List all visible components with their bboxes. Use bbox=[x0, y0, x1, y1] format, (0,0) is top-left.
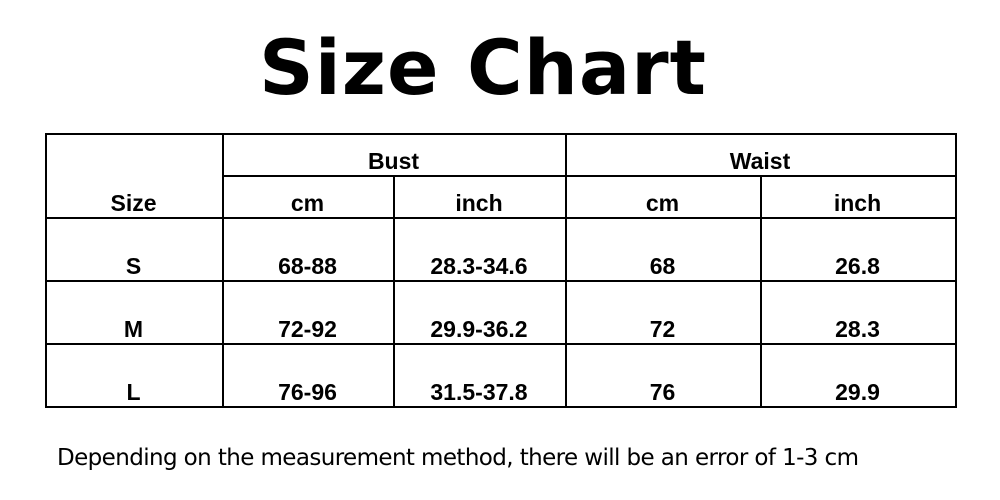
measurement-note: Depending on the measurement method, the… bbox=[57, 445, 859, 471]
header-size: Size bbox=[110, 190, 157, 216]
cell-bust-cm: 68-88 bbox=[278, 253, 337, 279]
row-divider bbox=[45, 280, 956, 282]
header-bust: Bust bbox=[367, 148, 420, 174]
col-divider bbox=[393, 175, 395, 408]
row-divider bbox=[45, 217, 956, 219]
row-divider bbox=[45, 343, 956, 345]
col-divider bbox=[760, 175, 762, 408]
cell-bust-inch: 31.5-37.8 bbox=[430, 379, 528, 405]
col-divider bbox=[565, 133, 567, 408]
cell-waist-inch: 26.8 bbox=[835, 253, 880, 279]
cell-size: L bbox=[126, 379, 141, 405]
header-waist: Waist bbox=[729, 148, 791, 174]
cell-waist-cm: 72 bbox=[649, 316, 676, 342]
group-divider bbox=[222, 175, 956, 177]
cell-waist-inch: 28.3 bbox=[835, 316, 880, 342]
cell-waist-cm: 68 bbox=[649, 253, 676, 279]
cell-size: M bbox=[123, 316, 144, 342]
table-border-left bbox=[45, 133, 47, 408]
table-border-bottom bbox=[45, 406, 956, 408]
header-bust-cm: cm bbox=[290, 190, 325, 216]
cell-waist-inch: 29.9 bbox=[835, 379, 880, 405]
header-bust-inch: inch bbox=[455, 190, 503, 216]
cell-bust-inch: 28.3-34.6 bbox=[430, 253, 528, 279]
cell-bust-cm: 76-96 bbox=[278, 379, 337, 405]
header-waist-cm: cm bbox=[645, 190, 680, 216]
table-border-right bbox=[955, 133, 957, 408]
cell-waist-cm: 76 bbox=[649, 379, 676, 405]
cell-bust-cm: 72-92 bbox=[278, 316, 337, 342]
table-border-top bbox=[45, 133, 956, 135]
page-title: Size Chart bbox=[258, 23, 707, 112]
cell-size: S bbox=[125, 253, 142, 279]
col-divider bbox=[222, 133, 224, 408]
cell-bust-inch: 29.9-36.2 bbox=[430, 316, 528, 342]
header-waist-inch: inch bbox=[833, 190, 882, 216]
